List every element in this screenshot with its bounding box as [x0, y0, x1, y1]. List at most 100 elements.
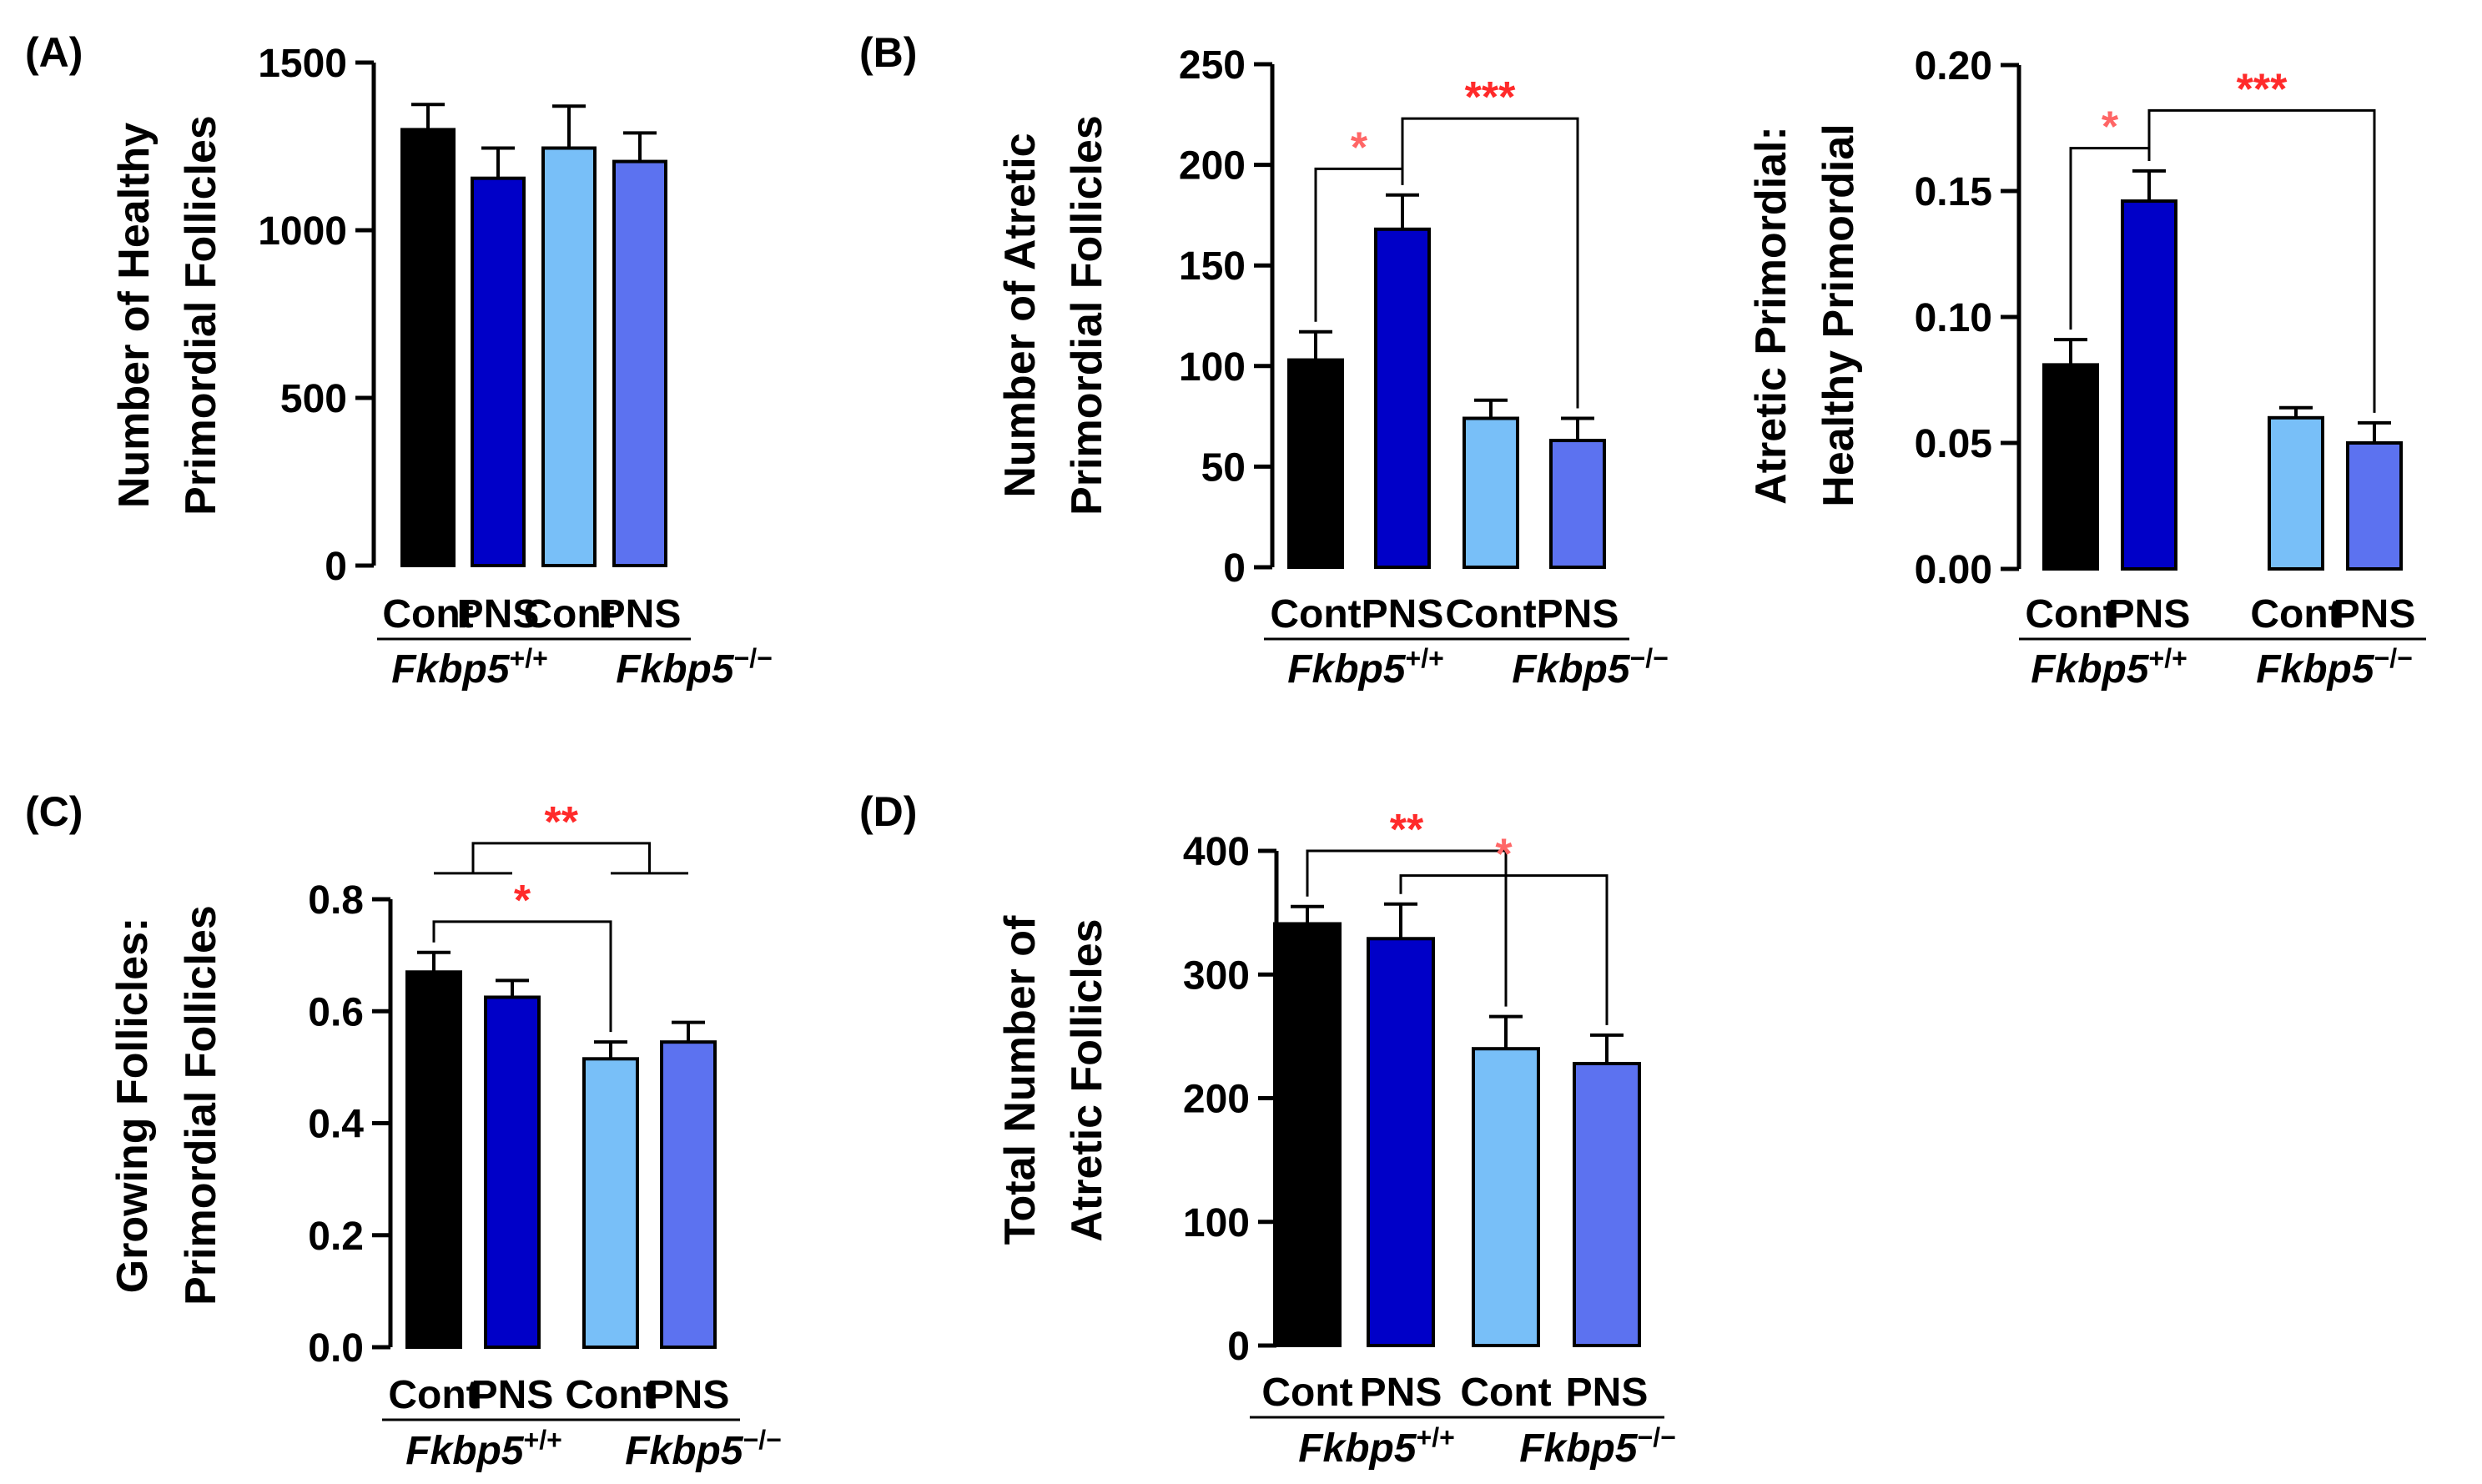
genotype-name: Fkbp5 — [1519, 1426, 1639, 1471]
genotype-name: Fkbp5 — [2256, 647, 2375, 692]
significance-label: ** — [1390, 806, 1424, 854]
significance-label: *** — [1465, 73, 1516, 122]
chart-panel-2: 0.00 0.05 0.10 0.15 0.20 Atretic Primordial: H… — [1747, 44, 2426, 692]
y-axis-label: Atretic Follicles — [1063, 918, 1111, 1241]
y-tick-label: 0 — [325, 545, 347, 589]
y-tick-label: 0.10 — [1915, 296, 1992, 340]
genotype-label: Fkbp5−/− — [1519, 1422, 1676, 1471]
genotype-name: Fkbp5 — [405, 1429, 525, 1473]
bar — [1273, 922, 1342, 1348]
genotype-label: Fkbp5+/+ — [2031, 643, 2187, 692]
bar — [471, 176, 526, 567]
genotype-label: Fkbp5+/+ — [1298, 1422, 1455, 1471]
genotype-superscript: −/− — [2374, 643, 2413, 673]
bar — [2121, 199, 2177, 571]
bar — [612, 159, 667, 567]
y-axis-label: Primordial Follicles — [177, 115, 225, 516]
bar — [405, 970, 462, 1349]
genotype-name: Fkbp5 — [625, 1429, 744, 1473]
category-label: Cont — [2025, 592, 2116, 636]
bar — [1573, 1061, 1641, 1347]
y-tick-label: 100 — [1179, 345, 1246, 390]
y-tick-label: 1000 — [258, 209, 347, 254]
category-label: Cont — [382, 592, 473, 636]
category-label: Cont — [2250, 592, 2341, 636]
bar — [400, 128, 456, 567]
chart-panel-4: (D) 0 100 200 300 400 Total Number of Atretic F… — [859, 788, 1676, 1471]
genotype-label: Fkbp5+/+ — [1287, 643, 1444, 692]
significance-bracket — [471, 842, 651, 873]
bar — [1367, 937, 1435, 1347]
y-axis-label: Healthy Primordial — [1815, 123, 1863, 506]
bar — [2042, 363, 2099, 571]
genotype-superscript: −/− — [734, 643, 773, 673]
category-label: PNS — [471, 1373, 554, 1417]
bar — [1472, 1047, 1540, 1347]
y-axis-label: Primordial Follicles — [177, 905, 225, 1305]
y-tick-label: 0.15 — [1915, 170, 1992, 214]
y-tick-label: 200 — [1179, 144, 1246, 189]
genotype-name: Fkbp5 — [1512, 647, 1631, 692]
genotype-label: Fkbp5−/− — [616, 643, 773, 692]
y-tick-label: 0.2 — [308, 1215, 364, 1259]
category-label: PNS — [457, 592, 540, 636]
category-label: Cont — [388, 1373, 479, 1417]
significance-label: * — [2102, 103, 2119, 152]
y-tick-label: 50 — [1201, 445, 1246, 490]
genotype-label: Fkbp5−/− — [1512, 643, 1669, 692]
category-label: Cont — [1261, 1371, 1352, 1415]
significance-label: * — [1495, 831, 1513, 879]
y-axis-label: Total Number of — [996, 915, 1045, 1245]
category-label: PNS — [1360, 1371, 1442, 1415]
panel-label: (D) — [859, 788, 917, 835]
y-tick-label: 0.4 — [308, 1103, 364, 1147]
y-tick-label: 0.8 — [308, 878, 364, 923]
y-tick-label: 0.05 — [1915, 422, 1992, 466]
significance-bracket — [2147, 108, 2376, 413]
chart-panel-0: (A) 0 500 1000 1500 Number of Healthy Primordi… — [25, 29, 773, 692]
genotype-name: Fkbp5 — [1298, 1426, 1417, 1471]
y-axis-label: Number of Healthy — [110, 123, 159, 508]
significance-label: *** — [2237, 65, 2288, 113]
significance-bracket — [432, 920, 612, 1033]
genotype-label: Fkbp5−/− — [625, 1425, 782, 1473]
bar — [484, 995, 541, 1349]
chart-panel-3: (C) 0.0 0.2 0.4 0.6 0.8 Growing Follicles: Prim… — [25, 788, 782, 1473]
significance-bracket — [1399, 874, 1609, 1025]
bar — [2346, 441, 2403, 571]
genotype-name: Fkbp5 — [2031, 647, 2150, 692]
significance-bracket — [1306, 849, 1508, 1007]
category-label: Cont — [565, 1373, 656, 1417]
y-tick-label: 400 — [1183, 830, 1250, 874]
genotype-label: Fkbp5+/+ — [391, 643, 548, 692]
significance-label: * — [1351, 123, 1368, 172]
panel-label: (A) — [25, 29, 83, 76]
significance-label: ** — [545, 798, 579, 847]
bar — [541, 146, 597, 567]
category-label: Cont — [523, 592, 614, 636]
panel-label: (B) — [859, 29, 917, 76]
genotype-name: Fkbp5 — [616, 647, 735, 692]
y-tick-label: 100 — [1183, 1201, 1250, 1245]
category-label: PNS — [599, 592, 682, 636]
genotype-name: Fkbp5 — [391, 647, 511, 692]
y-tick-label: 200 — [1183, 1078, 1250, 1122]
y-tick-label: 0.0 — [308, 1326, 364, 1371]
y-axis-label: Atretic Primordial: — [1747, 126, 1795, 505]
category-label: PNS — [2108, 592, 2191, 636]
y-tick-label: 150 — [1179, 244, 1246, 289]
bar — [1287, 358, 1344, 569]
category-label: Cont — [1270, 592, 1361, 636]
y-tick-label: 0.6 — [308, 990, 364, 1034]
y-tick-label: 0.00 — [1915, 548, 1992, 592]
genotype-superscript: −/− — [743, 1425, 782, 1455]
bar — [660, 1040, 717, 1349]
y-tick-label: 0.20 — [1915, 44, 1992, 88]
genotype-superscript: +/+ — [1417, 1422, 1455, 1452]
y-tick-label: 0 — [1223, 546, 1246, 591]
genotype-name: Fkbp5 — [1287, 647, 1407, 692]
bar — [1549, 439, 1606, 569]
y-axis-label: Growing Follicles: — [108, 918, 157, 1294]
y-tick-label: 500 — [280, 377, 347, 421]
